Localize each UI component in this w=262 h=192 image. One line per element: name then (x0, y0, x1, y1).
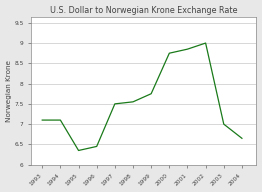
Title: U.S. Dollar to Norwegian Krone Exchange Rate: U.S. Dollar to Norwegian Krone Exchange … (50, 6, 238, 15)
Y-axis label: Norwegian Krone: Norwegian Krone (6, 60, 12, 122)
